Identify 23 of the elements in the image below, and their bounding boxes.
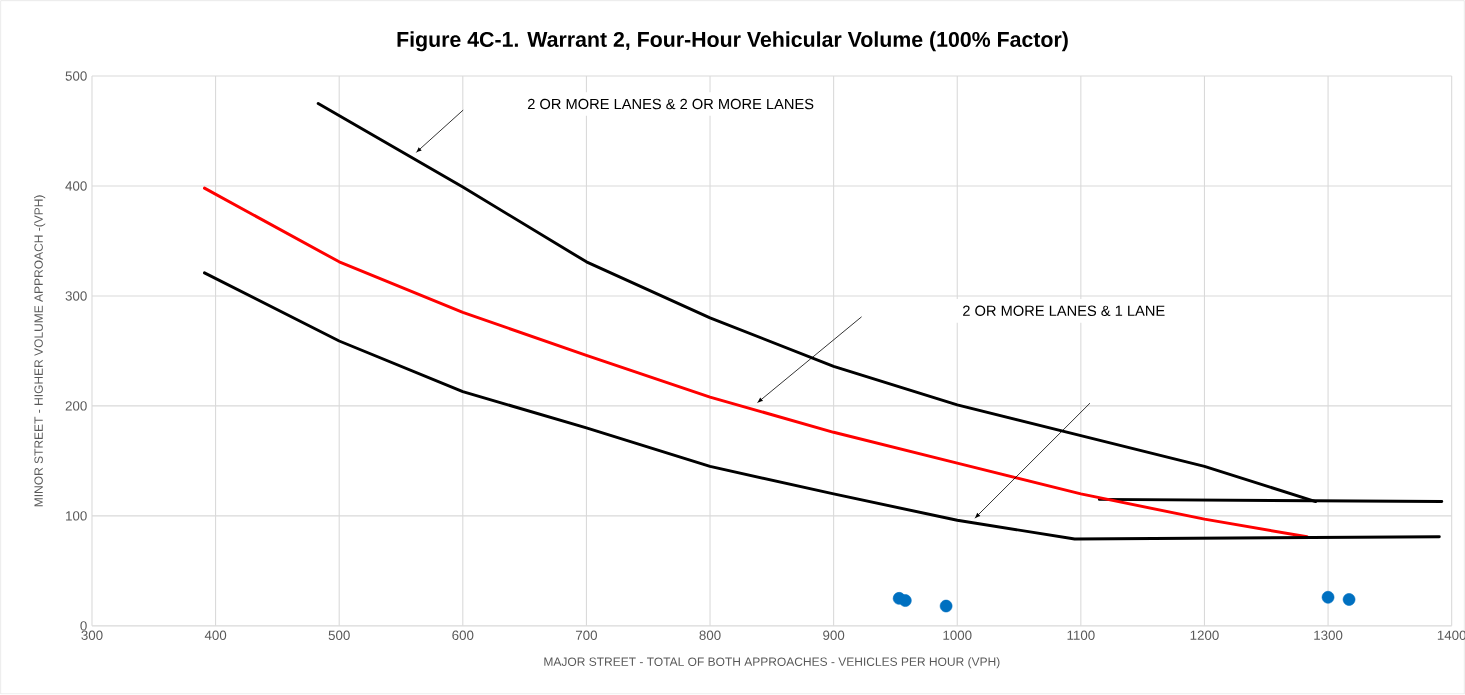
- annotation: 2 OR MORE LANES & 1 LANE: [963, 305, 1165, 317]
- x-axis-title: MAJOR STREET - TOTAL OF BOTH APPROACHES - VEHICLES PER HOUR (VPH): [544, 657, 1000, 669]
- y-tick-label: 0: [80, 621, 87, 631]
- x-tick-label: 300: [81, 630, 103, 641]
- x-tick-label: 1100: [1067, 630, 1095, 641]
- annotation: 2 OR MORE LANES & 2 OR MORE LANES: [527, 99, 814, 110]
- x-tick-label: 700: [575, 630, 598, 641]
- x-tick-label: 1400: [1437, 630, 1465, 641]
- x-tick-label: 1200: [1190, 630, 1219, 641]
- y-tick-label: 300: [65, 291, 87, 301]
- x-tick-label: 800: [699, 630, 721, 641]
- y-tick-label: 500: [65, 71, 87, 81]
- y-tick-label: 100: [66, 511, 87, 521]
- x-tick-label: 1300: [1314, 630, 1343, 641]
- y-tick-label: 200: [65, 401, 87, 411]
- y-axis-title: MINOR STREET - HIGHER VOLUME APPROACH -(VPH): [34, 195, 46, 507]
- x-tick-label: 400: [204, 630, 227, 641]
- x-tick-label: 900: [823, 630, 845, 641]
- x-tick-label: 600: [452, 630, 474, 641]
- x-tick-label: 1000: [943, 630, 972, 641]
- chart-title: Figure 4C-1. Warrant 2, Four-Hour Vehicular Volume (100% Factor): [397, 31, 1068, 52]
- y-tick-label: 400: [65, 181, 87, 191]
- x-tick-label: 500: [328, 630, 350, 641]
